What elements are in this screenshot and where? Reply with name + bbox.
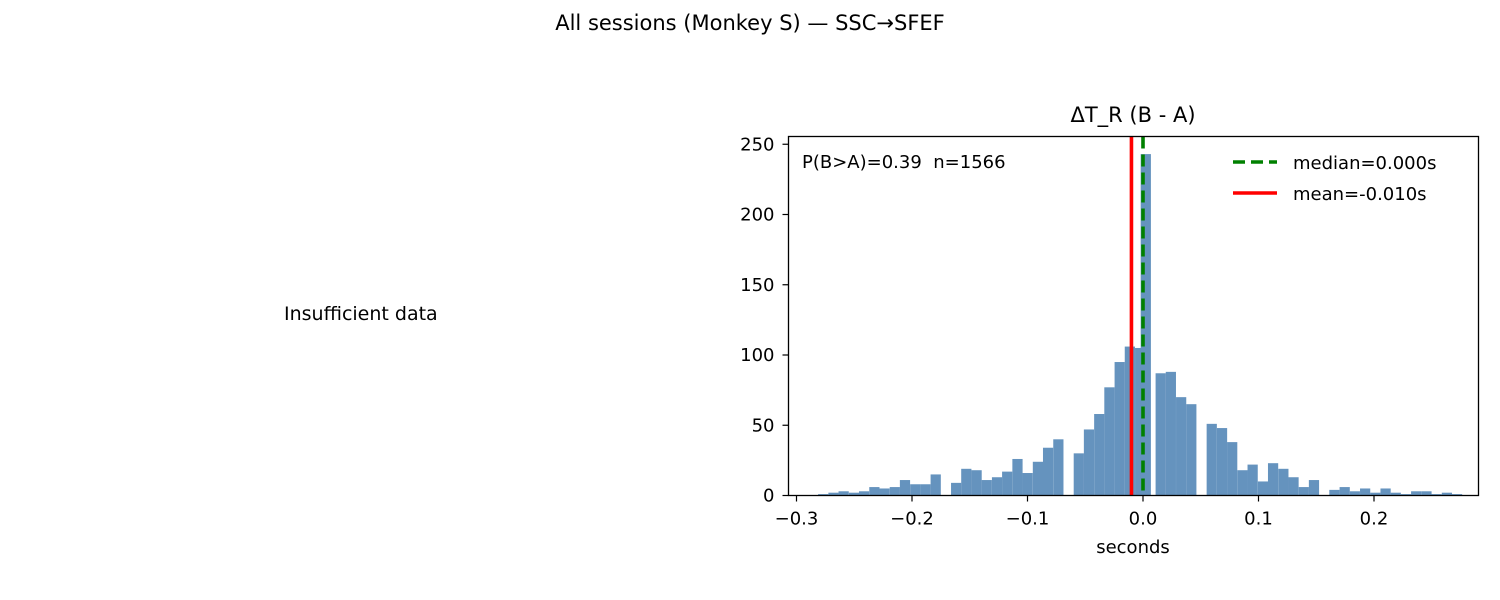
histogram-bar <box>920 484 931 496</box>
legend: median=0.000s mean=-0.010s <box>1233 153 1436 205</box>
histogram-bar <box>961 468 972 496</box>
histogram-bar <box>818 494 829 496</box>
histogram-bar <box>1002 471 1013 496</box>
histogram-bar <box>1042 447 1054 496</box>
histogram-bar <box>1278 468 1289 496</box>
histogram-bar <box>1411 491 1422 496</box>
x-tick-label: −0.3 <box>775 509 819 530</box>
histogram-bar <box>1186 404 1197 496</box>
histogram-bar <box>930 474 941 496</box>
histogram-bar <box>1329 489 1340 496</box>
histogram-bar <box>1216 428 1228 496</box>
legend-median-label: median=0.000s <box>1293 153 1436 174</box>
histogram-bar <box>1165 371 1176 496</box>
y-tick-label: 0 <box>763 486 774 507</box>
y-tick-label: 150 <box>740 275 774 296</box>
histogram-bar <box>1032 461 1044 496</box>
plot-frame <box>787 135 1480 497</box>
histogram-bars <box>818 154 1463 496</box>
x-tick-label: −0.2 <box>890 509 934 530</box>
y-axis-ticks: 0 50 100 150 200 250 <box>740 134 789 507</box>
histogram-bar <box>1104 387 1115 496</box>
histogram-bar <box>1380 488 1391 496</box>
reference-lines <box>1129 136 1145 496</box>
histogram-bar <box>869 487 880 496</box>
histogram-bar <box>858 491 870 496</box>
histogram-bar <box>1431 494 1442 496</box>
x-tick-label: −0.1 <box>1006 509 1050 530</box>
histogram-bar <box>889 487 900 496</box>
histogram-bar <box>1206 423 1217 496</box>
y-tick-label: 100 <box>740 345 774 366</box>
histogram-bar <box>1094 414 1105 496</box>
histogram-bar <box>1370 492 1381 496</box>
histogram-bar <box>1349 491 1360 496</box>
histogram-bar <box>1390 492 1401 496</box>
histogram-bar <box>1140 154 1151 496</box>
histogram-bar <box>1155 373 1166 496</box>
x-tick-label: 0.1 <box>1244 509 1273 530</box>
histogram-bar <box>1421 491 1432 496</box>
histogram-bar <box>879 488 890 496</box>
histogram-bar <box>1083 429 1095 496</box>
histogram-bar <box>1176 397 1187 496</box>
histogram-bar <box>1227 442 1238 496</box>
histogram-bar <box>838 491 849 496</box>
histogram-bar <box>828 492 839 496</box>
histogram-bar <box>1400 494 1412 496</box>
legend-mean-label: mean=-0.010s <box>1293 184 1427 205</box>
chart-title: ΔT_R (B - A) <box>1070 103 1195 128</box>
y-tick-label: 250 <box>740 134 774 155</box>
histogram-bar <box>1339 487 1350 496</box>
histogram-bar <box>1288 477 1299 496</box>
histogram-bar <box>1308 480 1320 496</box>
histogram-bar <box>1441 492 1453 496</box>
histogram-bar <box>1053 439 1064 496</box>
histogram-bar <box>1267 463 1279 496</box>
histogram-bar <box>971 470 982 496</box>
y-tick-label: 200 <box>740 205 774 226</box>
insufficient-data-message: Insufficient data <box>284 303 438 325</box>
histogram-bar <box>981 480 992 496</box>
histogram-bar <box>951 482 962 496</box>
y-tick-label: 50 <box>752 415 775 436</box>
figure-suptitle: All sessions (Monkey S) — SSC→SFEF <box>555 11 945 35</box>
histogram-bar <box>1012 458 1023 496</box>
histogram-bar <box>1237 470 1248 496</box>
histogram-bar <box>848 492 860 496</box>
histogram-bar <box>1247 464 1258 496</box>
histogram-bar <box>1073 453 1084 496</box>
histogram-bar <box>991 477 1003 496</box>
histogram-bar <box>1114 362 1125 496</box>
histogram-bar <box>910 484 921 496</box>
histogram-bar <box>1135 347 1146 496</box>
histogram-bar <box>1451 494 1463 496</box>
x-tick-label: 0.0 <box>1129 509 1158 530</box>
histogram-bar <box>899 480 911 496</box>
histogram-bar <box>1022 473 1033 496</box>
x-axis-ticks: −0.3 −0.2 −0.1 0.0 0.1 0.2 <box>775 495 1389 530</box>
histogram-bar <box>1298 487 1309 496</box>
histogram-bar <box>1257 481 1269 496</box>
histogram-bar <box>1360 488 1371 496</box>
x-axis-label: seconds <box>1096 537 1170 558</box>
x-tick-label: 0.2 <box>1360 509 1389 530</box>
probability-annotation: P(B>A)=0.39 n=1566 <box>802 152 1006 173</box>
